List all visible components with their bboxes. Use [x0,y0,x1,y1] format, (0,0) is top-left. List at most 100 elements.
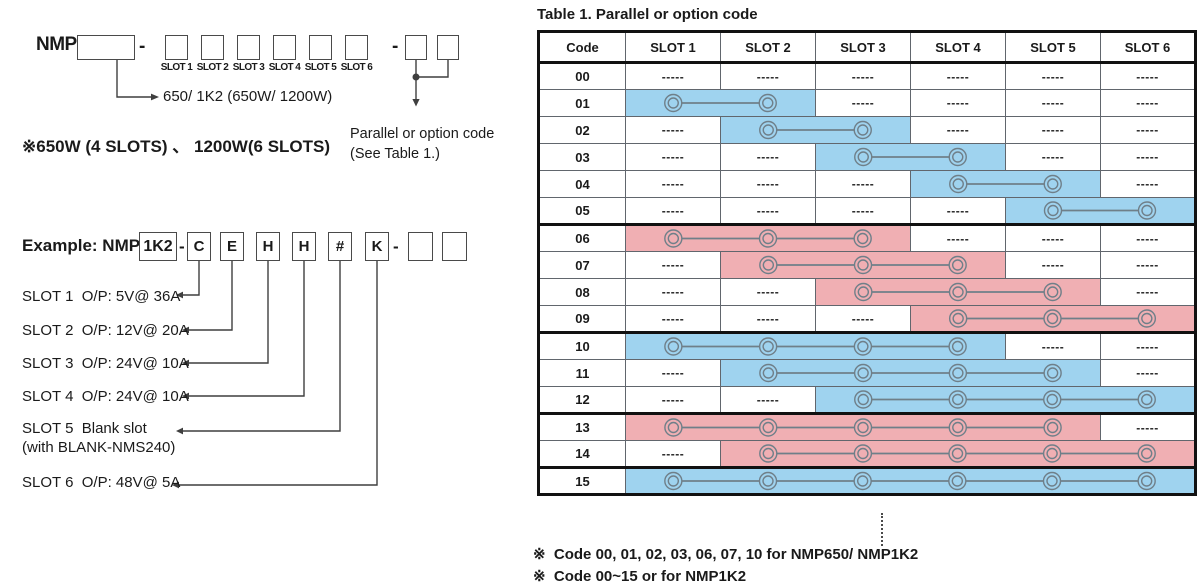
footnote-1: ※ Code 00, 01, 02, 03, 06, 07, 10 for NM… [533,546,919,563]
slot-label-5: SLOT 5 [304,62,337,73]
dash-cell: ----- [815,89,911,117]
dash-cell: ----- [625,359,721,387]
parallel-span-blue [910,170,1101,198]
example-option-box-2 [442,232,467,261]
parallel-option-note-line2: (See Table 1.) [350,146,441,162]
example-letter-box-3: H [256,232,280,261]
example-option-box-1 [408,232,433,261]
parallel-span-blue [1005,197,1196,226]
left-arrowhead [176,427,183,435]
option-code-box-1 [405,35,427,60]
dash-cell: ----- [720,170,816,198]
parallel-connector [759,120,872,140]
slot-label-1: SLOT 1 [160,62,193,73]
parallel-connector [664,93,777,113]
footnote-2: ※ Code 00~15 or for NMP1K2 [533,568,747,585]
slot6-connector-line [179,261,378,486]
code-cell: 09 [538,305,626,334]
table-title: Table 1. Parallel or option code [537,6,758,23]
model-prefix: NMP [36,34,77,55]
slot-spec-line: SLOT 5 Blank slot [22,420,147,437]
dash-cell: ----- [720,62,816,90]
example-letter-box-2: E [220,232,244,261]
wattage-connector-line [116,60,151,98]
dash-cell: ----- [720,386,816,415]
dash-cell: ----- [1005,224,1101,252]
dash-cell: ----- [910,224,1006,252]
table-row-code-12: 12 ----- ----- [538,386,1196,415]
dash-cell: ----- [1100,143,1196,171]
code-cell: 04 [538,170,626,198]
example-letter-box-5: # [328,232,352,261]
slot-spec-line: SLOT 6 O/P: 48V@ 5A [22,474,181,491]
code-cell: 00 [538,62,626,90]
parallel-connector [759,363,1062,383]
parallel-connector [664,418,1062,437]
code-cell: 01 [538,89,626,117]
parallel-connector [854,147,967,167]
parallel-span-blue [625,467,1196,495]
parallel-span-blue [815,143,1006,171]
slot-label-6: SLOT 6 [340,62,373,73]
slot-code-box-1 [165,35,188,60]
parallel-span-blue [625,332,1006,360]
slot-spec-line: (with BLANK-NMS240) [22,439,176,456]
code-cell: 15 [538,467,626,495]
code-cell: 07 [538,251,626,279]
parallel-span-blue [625,89,816,117]
dash-separator: - [393,237,399,256]
table-row-code-03: 03 ----- ----- ----- ----- [538,143,1196,171]
option-code-connector-line2 [416,60,449,78]
parallel-span-blue [720,359,1101,387]
table-row-code-10: 10 ----- ----- [538,332,1196,360]
parallel-table: Code SLOT 1 SLOT 2 SLOT 3 SLOT 4 SLOT 5 SLOT 6… [537,30,1197,496]
slot2-connector-line [189,261,233,331]
dash-cell: ----- [1005,332,1101,360]
col-header-slot-3: SLOT 3 [815,31,911,64]
parallel-connector [854,390,1156,409]
table-row-code-13: 13 ----- [538,413,1196,441]
parallel-connector [664,337,967,356]
example-letter-box-4: H [292,232,316,261]
continuation-dots [881,513,883,546]
slot-label-3: SLOT 3 [232,62,265,73]
dash-cell: ----- [1005,62,1101,90]
slot5-connector-line [183,261,341,432]
parallel-span-pink [625,224,911,252]
junction-dot [412,73,420,81]
dash-cell: ----- [625,386,721,415]
parallel-connector [759,255,967,275]
parallel-connector [854,282,1062,302]
dash-cell: ----- [1100,62,1196,90]
dash-cell: ----- [625,170,721,198]
dash-cell: ----- [910,89,1006,117]
parallel-span-pink [815,278,1101,306]
dash-cell: ----- [625,278,721,306]
slot-spec-line: SLOT 1 O/P: 5V@ 36A [22,288,181,305]
dash-cell: ----- [625,197,721,226]
dash-cell: ----- [1100,170,1196,198]
code-cell: 06 [538,224,626,252]
dash-cell: ----- [625,116,721,144]
slot-code-box-6 [345,35,368,60]
wattage-options-label: 650/ 1K2 (650W/ 1200W) [163,88,333,105]
code-cell: 14 [538,440,626,469]
dash-separator: - [139,36,146,57]
table-row-code-11: 11 ----- ----- [538,359,1196,387]
slot3-connector-line [189,261,269,364]
slot-code-box-4 [273,35,296,60]
dash-cell: ----- [1100,413,1196,441]
parallel-span-blue [720,116,911,144]
table-row-code-09: 09 ----- ----- ----- [538,305,1196,334]
slot-label-2: SLOT 2 [196,62,229,73]
dash-cell: ----- [1005,89,1101,117]
dash-cell: ----- [625,440,721,469]
dash-cell: ----- [625,305,721,334]
parallel-span-pink [625,413,1101,441]
code-cell: 05 [538,197,626,226]
dash-cell: ----- [625,62,721,90]
code-cell: 03 [538,143,626,171]
table-row-code-14: 14 ----- [538,440,1196,469]
parallel-span-pink [720,251,1006,279]
table-row-code-08: 08 ----- ----- ----- [538,278,1196,306]
